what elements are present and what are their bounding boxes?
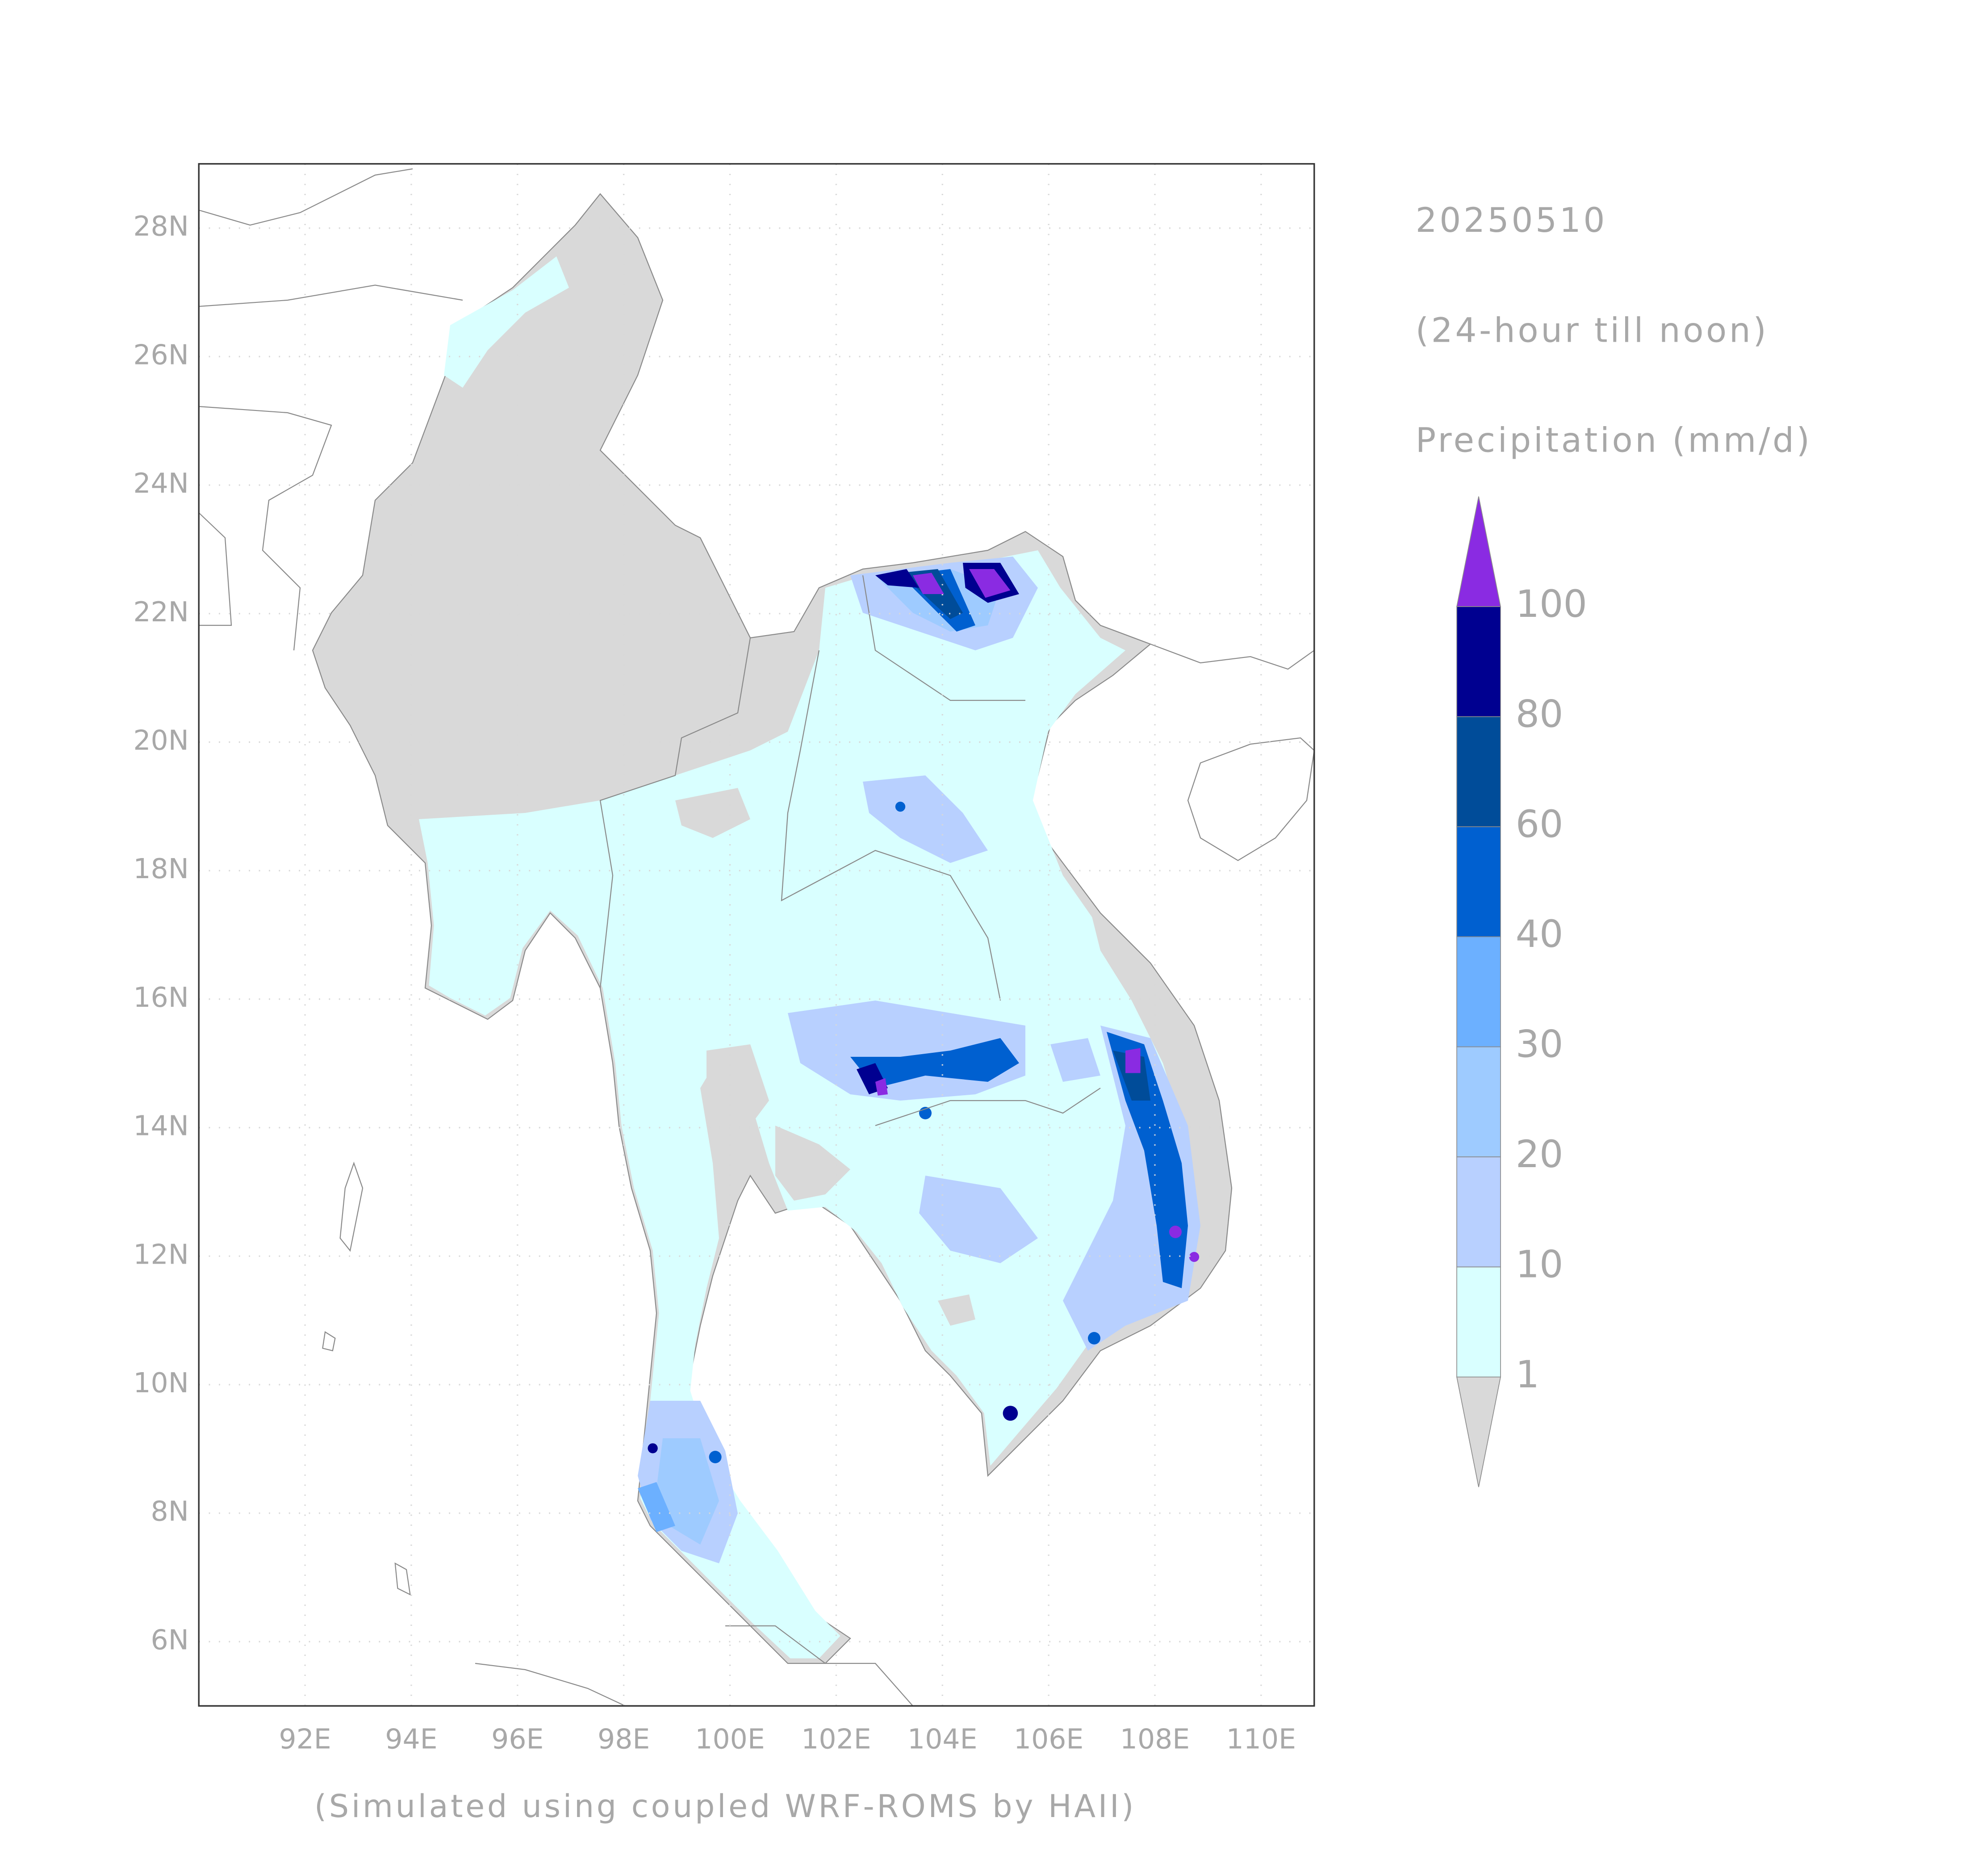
lon-tick-label: 106E xyxy=(1014,1723,1083,1755)
map-frame xyxy=(198,163,1315,1707)
colorbar-under xyxy=(1456,1376,1501,1487)
lat-tick-label: 14N xyxy=(133,1110,188,1142)
colorbar-label: 10 xyxy=(1516,1242,1564,1286)
lat-tick-label: 20N xyxy=(133,724,188,757)
lat-tick-label: 18N xyxy=(133,853,188,885)
lon-tick-label: 96E xyxy=(491,1723,544,1755)
date-label: 20250510 xyxy=(1416,201,1607,240)
colorbar-segment xyxy=(1456,1266,1501,1378)
lon-tick-label: 100E xyxy=(695,1723,765,1755)
colorbar-segment xyxy=(1456,1046,1501,1157)
colorbar-label: 30 xyxy=(1516,1022,1564,1066)
colorbar-label: 1 xyxy=(1516,1353,1539,1396)
lat-tick-label: 16N xyxy=(133,981,188,1013)
lat-tick-label: 22N xyxy=(133,596,188,628)
colorbar-label: 80 xyxy=(1516,692,1564,736)
lat-tick-label: 24N xyxy=(133,467,188,499)
colorbar: 1 10 20 30 40 60 80 100 xyxy=(1456,496,1587,1487)
lon-tick-label: 98E xyxy=(598,1723,650,1755)
colorbar-label: 60 xyxy=(1516,802,1564,846)
lat-tick-label: 28N xyxy=(133,210,188,243)
lat-tick-label: 12N xyxy=(133,1238,188,1270)
colorbar-segment xyxy=(1456,826,1501,938)
colorbar-over xyxy=(1456,496,1501,607)
lon-tick-label: 94E xyxy=(385,1723,437,1755)
variable-label: Precipitation (mm/d) xyxy=(1416,421,1812,460)
colorbar-segment xyxy=(1456,606,1501,717)
precip-patches xyxy=(637,557,1200,1563)
lon-tick-label: 104E xyxy=(907,1723,977,1755)
colorbar-segment xyxy=(1456,716,1501,827)
credit-label: (Simulated using coupled WRF-ROMS by HAI… xyxy=(314,1788,1136,1825)
colorbar-segment xyxy=(1456,936,1501,1047)
colorbar-label: 100 xyxy=(1516,582,1587,626)
period-label: (24-hour till noon) xyxy=(1416,310,1769,350)
colorbar-label: 40 xyxy=(1516,912,1564,956)
lat-tick-label: 8N xyxy=(151,1495,189,1528)
grid xyxy=(199,163,1314,1706)
lon-tick-label: 110E xyxy=(1226,1723,1296,1755)
lon-tick-label: 102E xyxy=(801,1723,871,1755)
colorbar-segment xyxy=(1456,1156,1501,1268)
lat-tick-label: 26N xyxy=(133,339,188,371)
colorbar-label: 20 xyxy=(1516,1132,1564,1176)
lat-tick-label: 6N xyxy=(151,1624,189,1656)
lon-tick-label: 108E xyxy=(1120,1723,1190,1755)
lat-tick-label: 10N xyxy=(133,1367,188,1399)
map-land xyxy=(198,168,1315,1707)
ticks: 6N 8N 10N 12N 14N 16N 18N 20N 22N 24N 26N 28N 92E 94E… xyxy=(133,210,1296,1755)
lon-tick-label: 92E xyxy=(279,1723,331,1755)
